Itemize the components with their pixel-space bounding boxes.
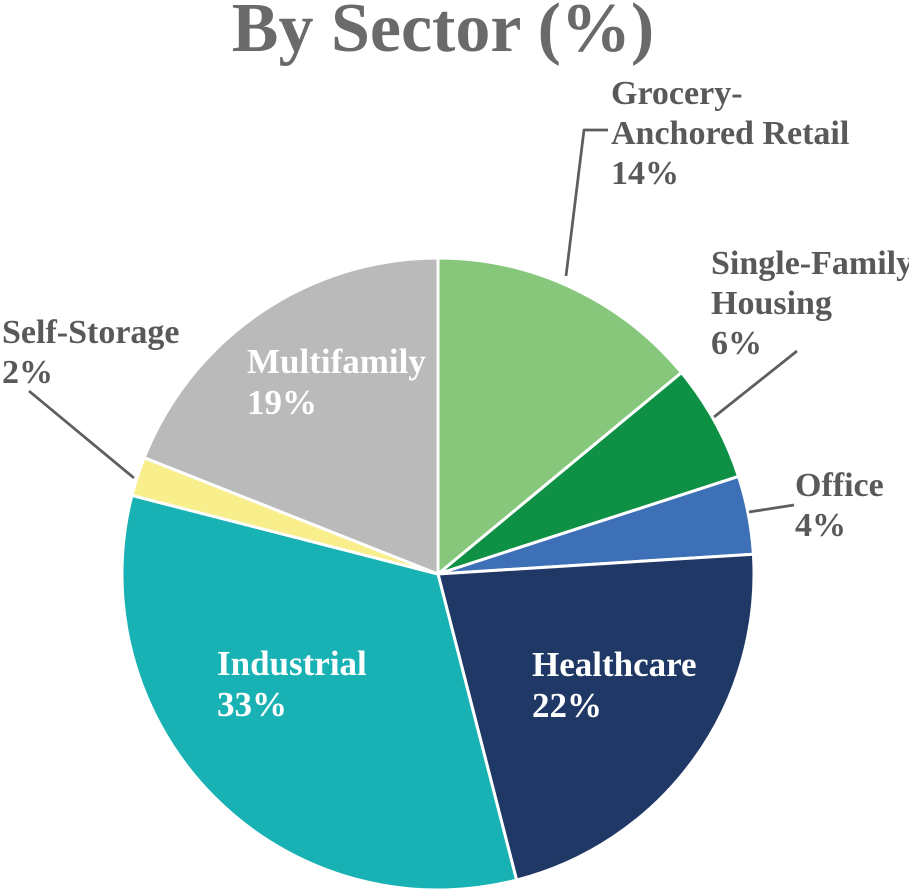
slice-label-office: Office 4%	[795, 466, 907, 546]
slice-label-text: Industrial	[217, 644, 367, 683]
pie-slices	[120, 256, 756, 892]
slice-label-value: 33%	[217, 685, 287, 725]
slice-label-value: 22%	[532, 686, 602, 726]
leader-line-single-family-housing	[713, 349, 798, 419]
slice-label-multifamily: Multifamily 19%	[247, 341, 467, 424]
leader-line-grocery-anchored-retail	[564, 128, 608, 277]
leader-line-self-storage	[28, 389, 135, 480]
leader-line-office	[748, 503, 795, 514]
pie-slice-industrial	[120, 493, 519, 892]
pie-slice-healthcare	[436, 552, 756, 882]
pie-slice-single-family-housing	[436, 371, 740, 576]
slice-label-text: Self-Storage	[2, 314, 180, 351]
slice-label-grocery-anchored-retail: Grocery-Anchored Retail 14%	[611, 74, 866, 193]
slice-label-value: 19%	[247, 383, 317, 423]
slice-label-value: 2%	[2, 353, 53, 391]
slice-label-single-family-housing: Single-Family Housing 6%	[711, 244, 909, 363]
slice-label-text: Grocery-Anchored Retail	[611, 75, 850, 152]
slice-label-value: 4%	[795, 506, 846, 544]
slice-label-value: 6%	[711, 324, 762, 362]
slice-label-healthcare: Healthcare 22%	[532, 644, 762, 727]
pie-slice-grocery-anchored-retail	[436, 256, 683, 576]
slice-label-self-storage: Self-Storage 2%	[2, 313, 212, 393]
slice-label-text: Single-Family Housing	[711, 245, 909, 322]
slice-label-industrial: Industrial 33%	[217, 643, 437, 726]
slice-label-text: Multifamily	[247, 342, 426, 381]
chart-title: By Sector (%)	[231, 0, 655, 67]
slice-label-value: 14%	[611, 154, 679, 192]
slice-label-text: Healthcare	[532, 645, 697, 684]
slice-label-text: Office	[795, 467, 884, 504]
pie-slice-multifamily	[142, 256, 440, 576]
